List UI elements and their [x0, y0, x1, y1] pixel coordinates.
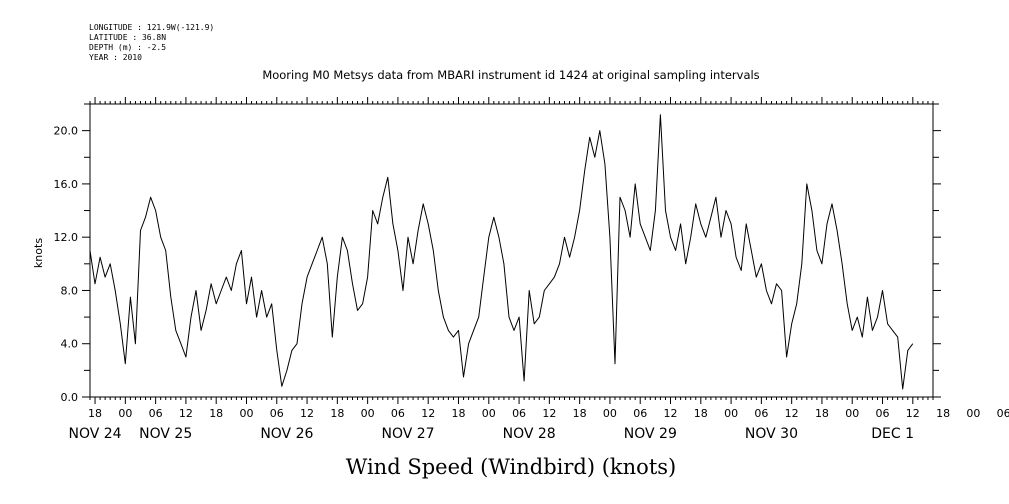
x-day-label: NOV 29: [624, 426, 677, 442]
x-hour-label: 00: [239, 407, 253, 420]
y-axis-label: knots: [32, 238, 45, 268]
chart-title: Mooring M0 Metsys data from MBARI instru…: [262, 68, 759, 82]
x-hour-label: 18: [936, 407, 950, 420]
wind-speed-series-line: [89, 114, 914, 390]
x-hour-label: 06: [876, 407, 890, 420]
x-hour-label: 18: [451, 407, 465, 420]
x-day-label: NOV 28: [503, 426, 556, 442]
x-hour-label: 18: [694, 407, 708, 420]
meta-longitude: LONGITUDE : 121.9W(-121.9): [89, 23, 214, 32]
x-day-label: NOV 30: [745, 426, 798, 442]
x-hour-label: 12: [542, 407, 556, 420]
x-day-label: NOV 27: [381, 426, 434, 442]
x-hour-label: 00: [118, 407, 132, 420]
x-hour-label: 12: [300, 407, 314, 420]
x-hour-label: 18: [209, 407, 223, 420]
x-hour-label: 18: [815, 407, 829, 420]
y-tick-label: 20.0: [54, 125, 79, 138]
y-tick-label: 4.0: [61, 338, 79, 351]
x-hour-label: 00: [966, 407, 980, 420]
x-hour-label: 06: [391, 407, 405, 420]
x-hour-label: 18: [573, 407, 587, 420]
x-hour-label: 12: [664, 407, 678, 420]
x-tick-labels: 18 00 06 12 18 00 06 12 18 00 06 12 18 00 06 12 18 00 06 12…: [69, 407, 1009, 442]
x-hour-label: 06: [997, 407, 1009, 420]
x-hour-label: 00: [603, 407, 617, 420]
x-hour-label: 00: [361, 407, 375, 420]
x-day-label: DEC 1: [871, 426, 914, 442]
x-hour-label: 06: [512, 407, 526, 420]
y-tick-label: 16.0: [54, 178, 79, 191]
plot-frame: [89, 103, 934, 398]
x-hour-label: 18: [88, 407, 102, 420]
x-hour-label: 12: [421, 407, 435, 420]
x-day-label: NOV 24: [69, 426, 122, 442]
x-hour-label: 06: [270, 407, 284, 420]
y-tick-labels: 0.0 4.0 8.0 12.0 16.0 20.0: [54, 125, 79, 404]
x-hour-label: 00: [482, 407, 496, 420]
x-hour-label: 06: [633, 407, 647, 420]
series-group: [89, 114, 914, 390]
y-tick-label: 8.0: [61, 284, 79, 297]
meta-latitude: LATITUDE : 36.8N: [89, 33, 166, 42]
meta-depth: DEPTH (m) : -2.5: [89, 43, 166, 52]
metadata-block: LONGITUDE : 121.9W(-121.9) LATITUDE : 36…: [89, 23, 214, 62]
y-tick-label: 0.0: [61, 391, 79, 404]
x-hour-label: 06: [149, 407, 163, 420]
x-hour-label: 00: [845, 407, 859, 420]
meta-year: YEAR : 2010: [89, 53, 142, 62]
x-hour-label: 06: [754, 407, 768, 420]
x-day-label: NOV 25: [139, 426, 192, 442]
y-tick-label: 12.0: [54, 231, 79, 244]
x-hour-label: 12: [906, 407, 920, 420]
x-hour-label: 00: [724, 407, 738, 420]
axis-ticks: [82, 97, 941, 404]
x-hour-label: 12: [785, 407, 799, 420]
x-axis-title: Wind Speed (Windbird) (knots): [346, 455, 676, 479]
x-hour-label: 12: [179, 407, 193, 420]
x-day-label: NOV 26: [260, 426, 313, 442]
x-hour-label: 18: [330, 407, 344, 420]
